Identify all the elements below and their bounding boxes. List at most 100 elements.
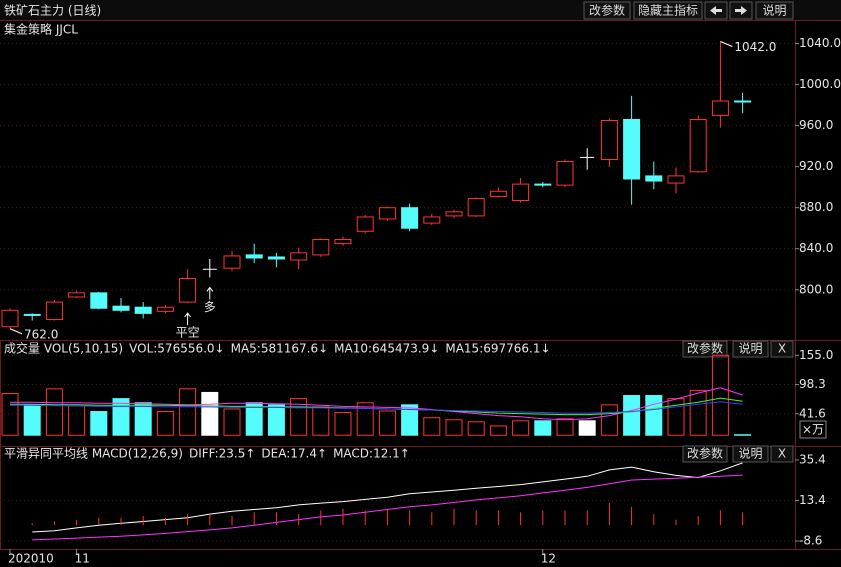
button[interactable]: X [770,445,794,463]
button-label[interactable]: 隐藏主指标 [638,3,698,18]
volume-bar [423,417,441,436]
annotation-leader [9,328,23,335]
button[interactable]: X [770,340,794,358]
volume-bar [23,404,41,436]
annotation-leader [720,41,733,47]
candle-body [556,161,574,186]
button[interactable]: 说明 [732,340,769,358]
candle-body [245,254,263,259]
button-frame [732,445,769,463]
button-label[interactable]: 改参数 [687,446,723,461]
y-tick-label: 920.0 [799,159,833,173]
candle-body [423,216,441,224]
x-tick-label: 11 [75,552,90,566]
x-tick-label: 12 [541,552,556,566]
candle-body [667,175,685,184]
y-tick-label: -8.6 [799,534,822,548]
volume-bar [689,389,707,436]
legend-entry: DEA:17.4↑ [261,447,327,461]
volume-bar [534,420,552,436]
button-label[interactable]: X [778,447,786,461]
volume-bar [312,406,330,436]
y-tick-label: 35.4 [799,452,826,466]
button-label[interactable]: 说明 [762,3,786,18]
button-frame [770,445,794,463]
volume-bar [179,388,197,436]
button[interactable]: 改参数 [583,1,631,20]
button[interactable]: 改参数 [682,445,728,463]
candle-body [512,183,530,202]
candle-body [378,207,396,220]
legend-entry: 成交量 VOL(5,10,15) [4,341,123,356]
button[interactable]: 说明 [755,1,794,20]
button-frame [732,340,769,358]
volume-bar [378,410,396,436]
volume-bar [600,404,618,436]
volume-bar [90,411,108,436]
signal-label: 多 [204,300,216,314]
signal-arrow [206,286,214,300]
candle-body [156,306,174,312]
volume-bar [556,418,574,436]
candle-body [489,190,507,197]
indicator-title: 集金策略 JJCL [4,22,78,37]
window-title: 铁矿石主力 (日线) [4,4,101,18]
annotation-label: 1042.0 [734,40,776,54]
legend-entry: MA5:581167.6↓ [231,342,329,356]
legend-entry: VOL:576556.0↓ [129,342,224,356]
volume-bar [334,412,352,436]
button-label[interactable]: 改参数 [687,341,723,356]
button-frame [682,340,728,358]
button-label[interactable]: 说明 [738,341,762,356]
volume-bar [645,395,663,436]
candle-body [356,216,374,232]
volume-bar [156,411,174,436]
legend-entry: 平滑异同平均线 MACD(12,26,9) [4,447,183,461]
volume-bar [623,395,641,436]
legend-entry: MACD:12.1↑ [333,447,410,461]
button-label[interactable]: X [778,342,786,356]
unit-label: ×万 [802,423,824,437]
button-label[interactable]: 改参数 [589,3,625,18]
y-tick-label: 1040.0 [799,36,841,50]
volume-bar [512,420,530,436]
legend-entry: MA10:645473.9↓ [334,342,439,356]
y-tick-label: 13.4 [799,493,826,507]
candle-body [290,252,308,261]
volume-bar [711,354,729,436]
signal-arrow [184,312,191,326]
legend-entry: MA15:697766.1↓ [445,342,550,356]
volume-bar [267,404,285,436]
volume-bar [245,402,263,436]
volume-bar [134,402,152,436]
button[interactable]: 隐藏主指标 [633,1,703,20]
candle-body [534,183,552,186]
button-label[interactable]: 说明 [738,446,762,461]
candle-body [711,100,729,116]
y-tick-label: 155.0 [799,348,833,362]
button-frame [682,445,728,463]
series-line [32,474,743,541]
volume-bar [68,405,86,436]
button[interactable]: 说明 [732,445,769,463]
candle-body [112,305,130,311]
candle-body [645,175,663,182]
arrow-left-button[interactable] [704,1,728,20]
series-line [10,401,743,414]
volume-bar [1,392,19,436]
volume-bar [401,404,419,436]
legend-entry: DIFF:23.5↑ [189,447,255,461]
volume-bar [112,398,130,436]
y-tick-label: 1000.0 [799,77,841,91]
arrow-right-button[interactable] [729,1,753,20]
volume-bar [467,421,485,436]
volume-bar [734,434,752,436]
candle-body [68,292,86,298]
volume-bar [356,402,374,436]
volume-bar [578,420,596,436]
candle-body [23,313,41,316]
volume-bar [45,388,63,436]
volume-bar [223,408,241,436]
button[interactable]: 改参数 [682,340,728,358]
